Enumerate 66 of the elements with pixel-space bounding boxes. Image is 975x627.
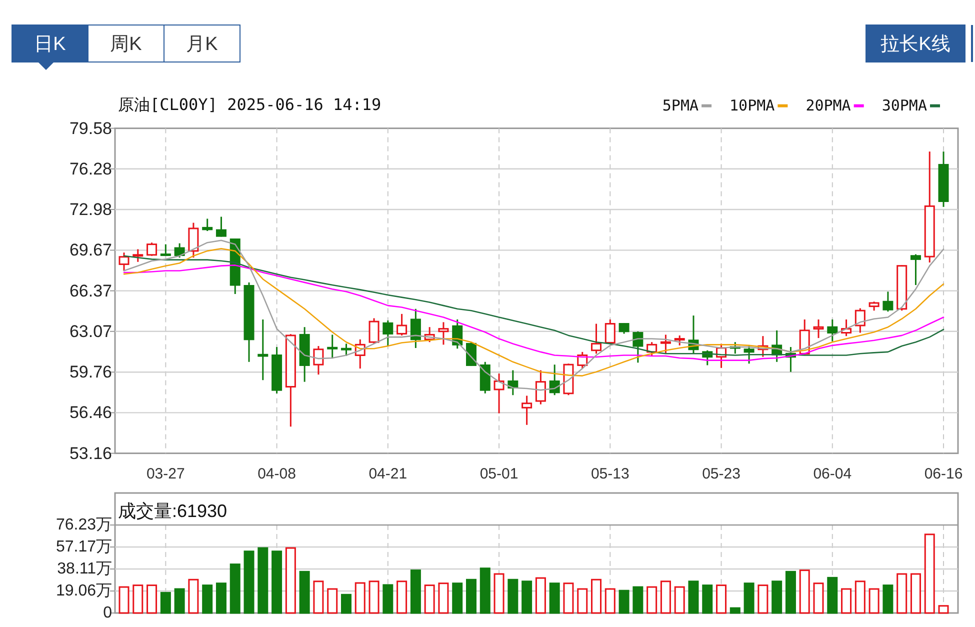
candlestick: [438, 321, 449, 346]
candlestick: [522, 394, 532, 426]
y-tick-label: 53.16: [69, 444, 112, 463]
bar: [508, 578, 518, 614]
bar: [827, 576, 838, 614]
bar: [452, 582, 463, 614]
bar: [702, 584, 713, 614]
text: 月K: [186, 34, 218, 55]
chart-title: 原油[CL00Y] 2025-06-16 14:19: [118, 95, 382, 114]
bar: [466, 578, 476, 614]
y-tick-label: 79.58: [69, 118, 112, 138]
bar: [549, 582, 560, 614]
x-tick-label: 03-27: [146, 465, 185, 482]
bar: [299, 570, 310, 614]
bar: [410, 570, 421, 614]
y-tick-label: 66.37: [69, 281, 112, 300]
x-tick-label: 06-04: [813, 465, 852, 482]
y-tick-label: 72.98: [69, 200, 112, 219]
bar: [882, 584, 894, 614]
x-tick-label: 04-21: [368, 465, 408, 482]
y-tick-label: 57.17万: [56, 538, 112, 556]
bar: [618, 590, 630, 614]
bar: [258, 547, 268, 614]
x-tick-label: 05-23: [702, 465, 740, 482]
legend-label: 10PMA: [730, 96, 775, 114]
y-tick-label: 76.28: [69, 159, 112, 178]
y-tick-label: 38.11万: [57, 560, 112, 578]
y-tick-label: 59.76: [69, 362, 112, 382]
candlestick: [327, 334, 338, 360]
candlestick: [258, 318, 268, 381]
y-tick-label: 76.23万: [56, 516, 112, 534]
bar: [632, 586, 644, 614]
bar: [785, 570, 796, 614]
text: 日K: [34, 34, 66, 55]
text: 拉长K线: [880, 34, 950, 55]
candlestick: [299, 326, 310, 383]
x-tick-label: 05-01: [480, 465, 518, 482]
bar: [244, 550, 254, 614]
bar: [730, 607, 740, 614]
y-tick-label: 19.06万: [56, 582, 112, 600]
bar: [522, 580, 532, 614]
bar: [216, 582, 226, 614]
text: 周K: [110, 34, 142, 55]
bar: [272, 550, 282, 614]
bar: [688, 580, 699, 614]
x-tick-label: 06-16: [924, 465, 963, 482]
y-tick-label: 69.67: [69, 240, 112, 260]
legend-label: 30PMA: [882, 96, 927, 114]
y-tick-label: 0: [103, 604, 112, 622]
bar: [230, 564, 240, 614]
legend-label: 20PMA: [806, 96, 851, 114]
bar: [382, 584, 394, 614]
bar: [772, 580, 782, 614]
bar: [202, 584, 213, 614]
bar: [340, 594, 352, 614]
candlestick: [813, 318, 824, 339]
chart-title: 成交量:61930: [118, 501, 228, 521]
x-tick-label: 05-13: [590, 465, 630, 482]
bar: [174, 588, 185, 614]
bar: [160, 592, 171, 614]
y-tick-label: 56.46: [69, 403, 112, 422]
bar: [480, 568, 490, 614]
y-tick-label: 63.07: [69, 322, 112, 341]
bar: [744, 582, 754, 614]
x-tick-label: 04-08: [258, 465, 296, 482]
legend-label: 5PMA: [662, 96, 699, 114]
